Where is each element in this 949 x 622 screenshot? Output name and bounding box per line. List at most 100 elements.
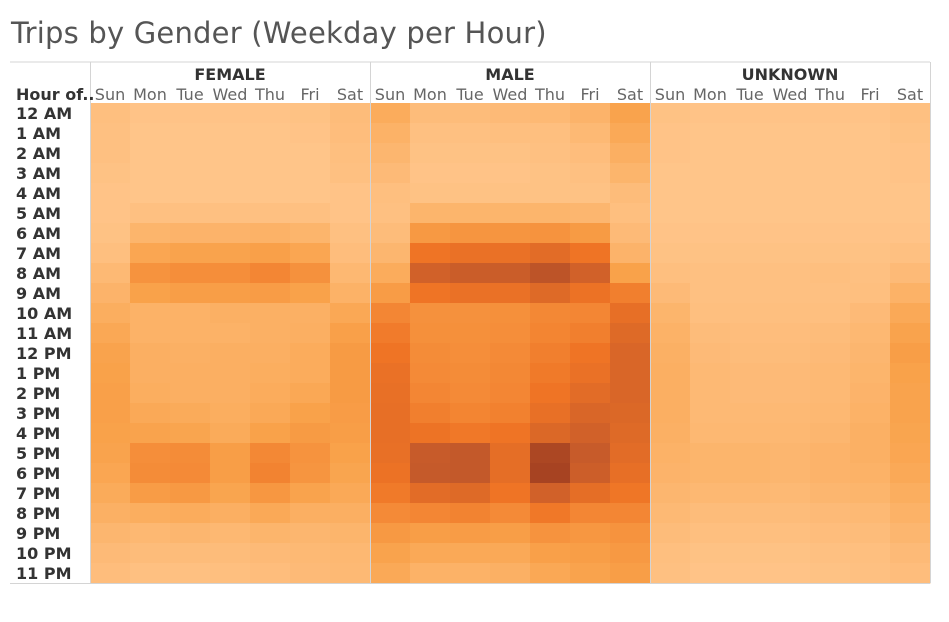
heatmap-cell (770, 163, 811, 184)
heatmap-cell (690, 383, 731, 404)
heatmap-cell (90, 463, 131, 484)
heatmap-cell (810, 543, 851, 564)
heatmap-cell (170, 163, 211, 184)
hour-label: 2 AM (16, 144, 61, 163)
heatmap-cell (90, 323, 131, 344)
heatmap-cell (450, 543, 491, 564)
heatmap-cell (770, 243, 811, 264)
heatmap-cell (290, 483, 331, 504)
heatmap-cell (170, 263, 211, 284)
heatmap-cells (90, 103, 931, 584)
heatmap-cell (370, 103, 411, 124)
heatmap-cell (850, 203, 891, 224)
heatmap-cell (770, 303, 811, 324)
heatmap-cell (330, 223, 371, 244)
heatmap-cell (810, 163, 851, 184)
heatmap-cell (490, 443, 531, 464)
heatmap-cell (170, 243, 211, 264)
heatmap-cell (730, 523, 771, 544)
heatmap-cell (370, 423, 411, 444)
heatmap-cell (370, 403, 411, 424)
heatmap-cell (850, 403, 891, 424)
heatmap-cell (370, 263, 411, 284)
heatmap-cell (610, 563, 651, 584)
heatmap-cell (450, 383, 491, 404)
heatmap-cell (410, 423, 451, 444)
heatmap-cell (170, 463, 211, 484)
heatmap-cell (770, 123, 811, 144)
heatmap-cell (890, 383, 931, 404)
heatmap-cell (370, 503, 411, 524)
heatmap-cell (290, 383, 331, 404)
day-label: Sun (375, 85, 405, 104)
heatmap-cell (450, 283, 491, 304)
heatmap-cell (450, 223, 491, 244)
heatmap-cell (370, 203, 411, 224)
heatmap-cell (490, 483, 531, 504)
heatmap-cell (850, 183, 891, 204)
heatmap-cell (330, 423, 371, 444)
heatmap-cell (90, 143, 131, 164)
heatmap-cell (90, 123, 131, 144)
heatmap-cell (170, 483, 211, 504)
heatmap-cell (530, 343, 571, 364)
heatmap-cell (730, 563, 771, 584)
heatmap-cell (850, 343, 891, 364)
heatmap-cell (130, 103, 171, 124)
gender-header-male: MALE (485, 65, 534, 84)
heatmap-cell (370, 283, 411, 304)
heatmap-cell (730, 283, 771, 304)
day-label: Wed (493, 85, 528, 104)
heatmap-cell (570, 543, 611, 564)
heatmap-cell (610, 463, 651, 484)
heatmap-cell (490, 403, 531, 424)
heatmap-cell (530, 423, 571, 444)
heatmap-cell (650, 423, 691, 444)
heatmap-cell (210, 563, 251, 584)
heatmap-cell (650, 463, 691, 484)
heatmap-cell (130, 203, 171, 224)
hour-label: 6 AM (16, 224, 61, 243)
heatmap-cell (850, 223, 891, 244)
heatmap-cell (850, 483, 891, 504)
heatmap-cell (490, 243, 531, 264)
heatmap-cell (850, 463, 891, 484)
heatmap-cell (130, 283, 171, 304)
heatmap-cell (530, 103, 571, 124)
heatmap-cell (210, 163, 251, 184)
heatmap-cell (770, 443, 811, 464)
heatmap-cell (770, 143, 811, 164)
heatmap-cell (770, 423, 811, 444)
heatmap-cell (210, 283, 251, 304)
heatmap-cell (130, 423, 171, 444)
heatmap-cell (770, 363, 811, 384)
heatmap-cell (810, 123, 851, 144)
heatmap-cell (570, 163, 611, 184)
heatmap-cell (650, 283, 691, 304)
heatmap-cell (210, 363, 251, 384)
heatmap-cell (330, 183, 371, 204)
heatmap-cell (770, 383, 811, 404)
heatmap-cell (410, 503, 451, 524)
heatmap-cell (610, 123, 651, 144)
heatmap-cell (410, 123, 451, 144)
heatmap-cell (690, 543, 731, 564)
heatmap-cell (810, 503, 851, 524)
heatmap-cell (170, 423, 211, 444)
heatmap-cell (610, 523, 651, 544)
heatmap-cell (450, 443, 491, 464)
heatmap-cell (490, 343, 531, 364)
heatmap-cell (770, 223, 811, 244)
heatmap-cell (210, 323, 251, 344)
heatmap-cell (770, 543, 811, 564)
heatmap-cell (130, 483, 171, 504)
heatmap-cell (330, 303, 371, 324)
heatmap-cell (850, 563, 891, 584)
day-label: Thu (814, 85, 845, 104)
heatmap-cell (810, 443, 851, 464)
heatmap-cell (890, 503, 931, 524)
day-label: Sat (897, 85, 923, 104)
heatmap-cell (330, 163, 371, 184)
heatmap-cell (810, 563, 851, 584)
heatmap-cell (370, 323, 411, 344)
